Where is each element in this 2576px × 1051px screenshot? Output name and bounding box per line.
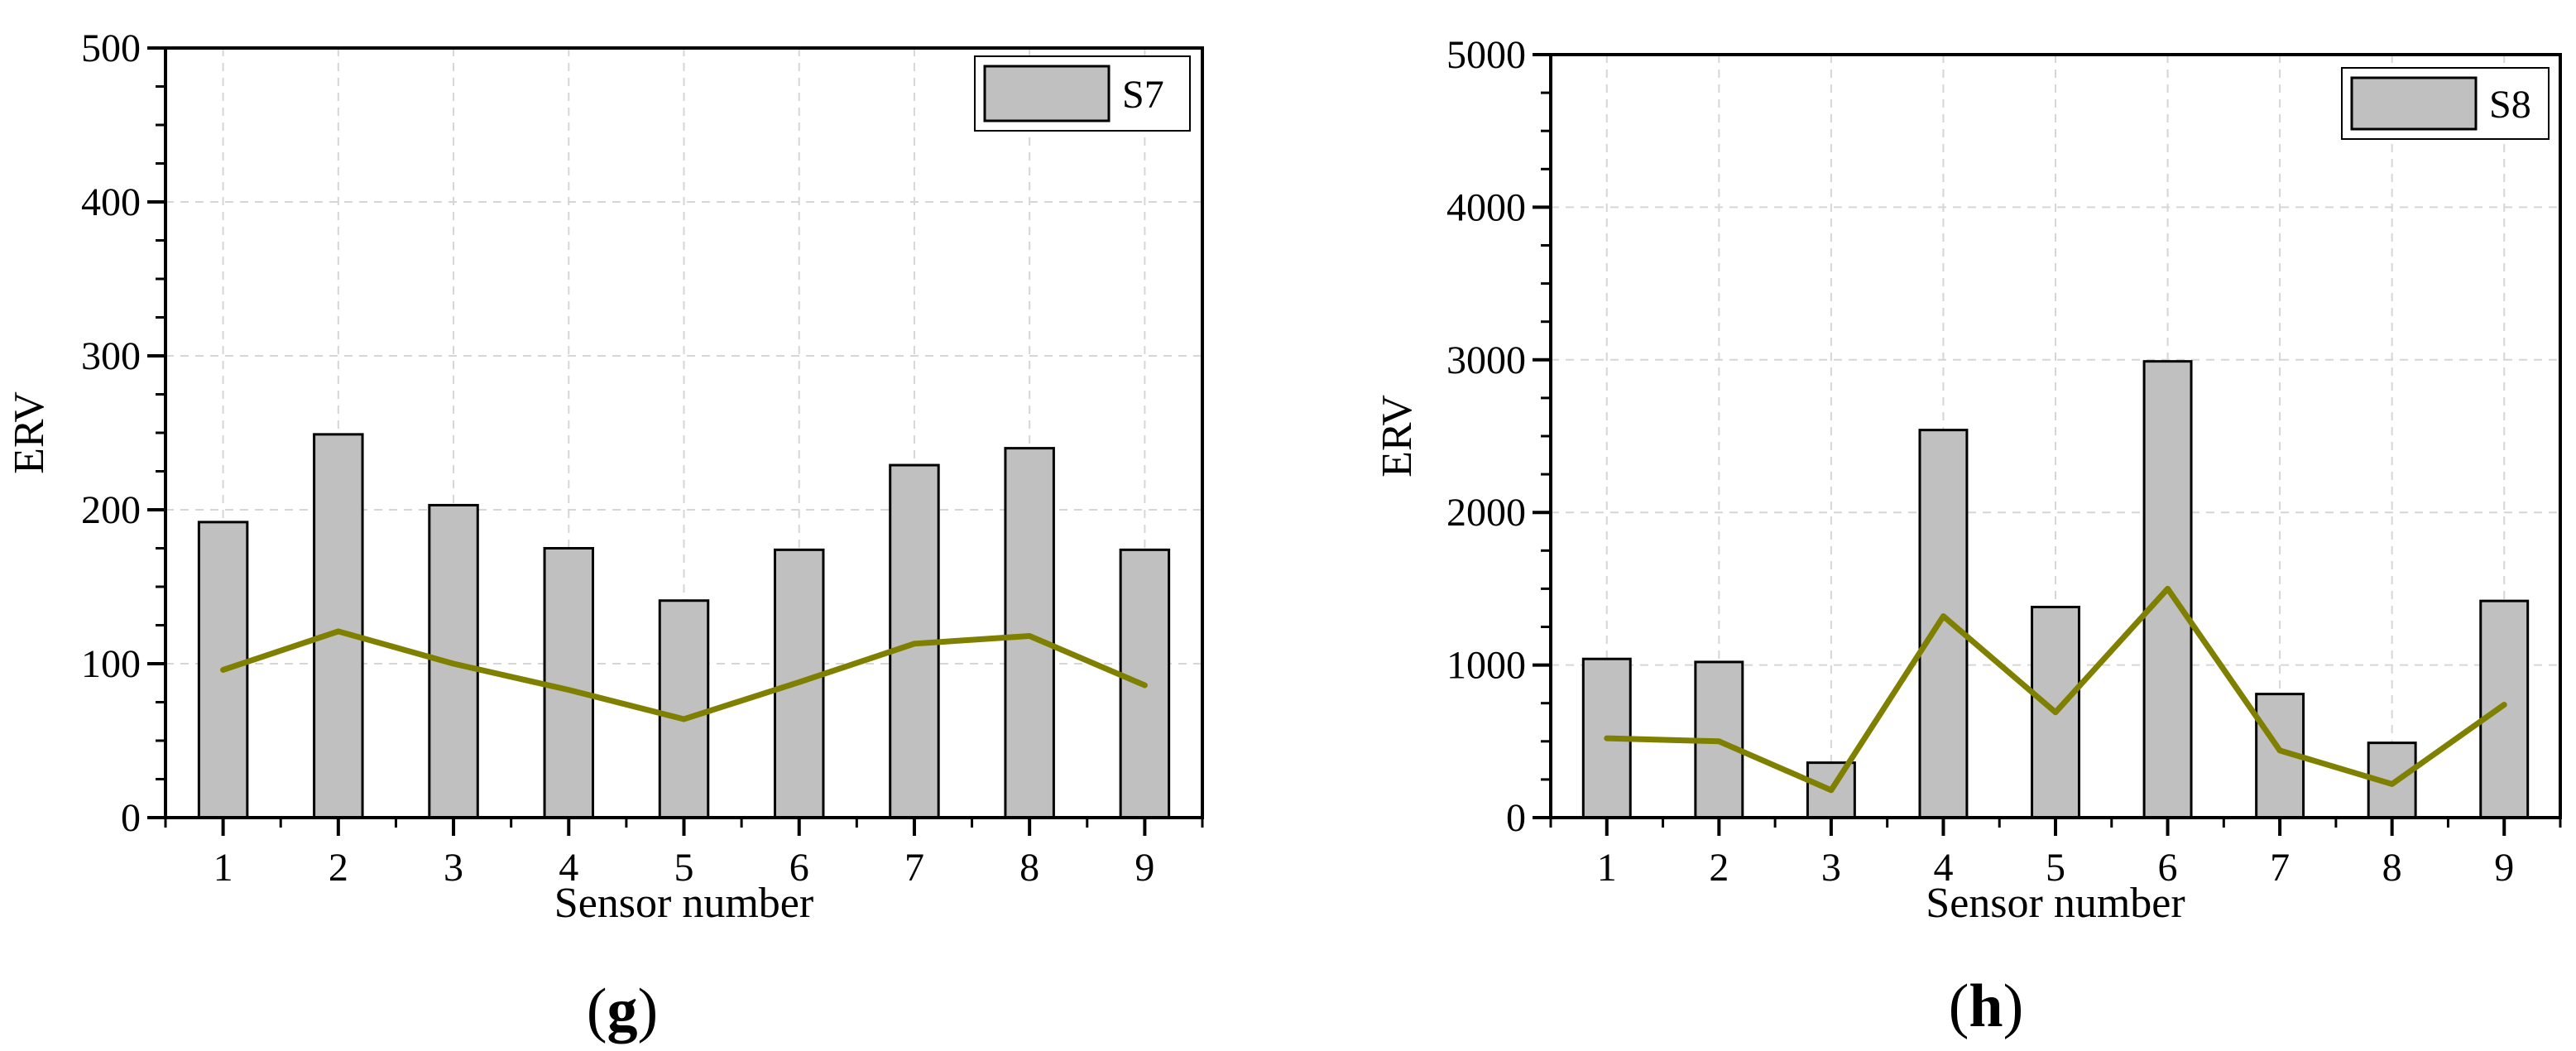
y-tick-label: 400 [81,180,141,224]
x-tick-label-5: 5 [2046,846,2065,890]
x-axis-title: Sensor number [1926,880,2185,927]
trend-line-series [1604,585,2507,794]
bar-sensor-5 [658,599,710,819]
legend-swatch [983,65,1111,122]
x-tick-label-4: 4 [1933,846,1953,890]
x-tick-label-8: 8 [1019,846,1039,890]
x-tick-label-4: 4 [559,846,578,890]
x-tick-label-7: 7 [2270,846,2290,890]
y-tick-label: 2000 [1446,491,1526,535]
legend-label: S7 [1122,73,1164,117]
y-tick-label: 0 [121,796,141,840]
x-axis-title: Sensor number [554,880,813,927]
y-tick-label: 4000 [1446,185,1526,229]
x-tick-label-6: 6 [2158,846,2178,890]
x-tick-label-5: 5 [674,846,694,890]
x-tick-label-3: 3 [444,846,463,890]
panel-letter: g [607,977,638,1044]
bar-sensor-2 [313,433,364,819]
trend-line-series [220,628,1148,722]
y-axis-title: ERV [1374,395,1421,478]
y-tick-label: 5000 [1446,33,1526,77]
x-tick-label-6: 6 [789,846,809,890]
y-tick-label: 1000 [1446,644,1526,688]
x-tick-label-1: 1 [213,846,233,890]
chart-panel-g: 0 100 200 300 400 500 1 2 3 4 5 6 7 8 9 Sensor number ER… [6,26,1204,1044]
panel-caption: (g) [587,977,658,1044]
panel-letter: h [1969,972,2003,1040]
y-tick-label: 300 [81,334,141,378]
x-tick-label-1: 1 [1597,846,1617,890]
x-tick-label-9: 9 [1134,846,1154,890]
legend-swatch [2350,76,2478,131]
x-tick-label-3: 3 [1821,846,1841,890]
panel-caption: (h) [1949,972,2023,1040]
x-tick-label-8: 8 [2382,846,2402,890]
legend-label: S8 [2489,83,2531,127]
y-tick-label: 3000 [1446,338,1526,382]
bar-sensor-4 [543,547,595,819]
bar-sensor-9 [2479,599,2530,819]
y-tick-label: 100 [81,642,141,686]
bar-sensor-4 [1918,429,1969,819]
y-tick-label: 0 [1506,796,1526,840]
x-tick-label-2: 2 [1709,846,1729,890]
bar-sensor-8 [1004,447,1055,819]
y-tick-label: 200 [81,488,141,532]
x-tick-label-9: 9 [2494,846,2514,890]
chart-panel-h: 0 1000 2000 3000 4000 5000 1 2 3 4 5 6 7 8 9 Sensor num… [1374,33,2562,1040]
y-axis-title: ERV [6,391,53,474]
x-tick-label-7: 7 [904,846,924,890]
y-tick-label: 500 [81,26,141,70]
x-tick-label-2: 2 [329,846,348,890]
